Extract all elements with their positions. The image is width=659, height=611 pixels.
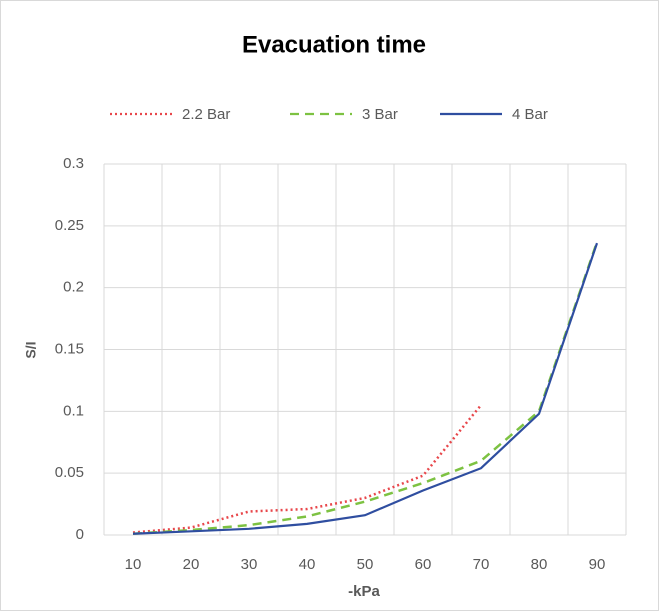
y-tick-label: 0.05 <box>55 464 84 481</box>
legend-label: 2.2 Bar <box>182 106 230 123</box>
y-tick-label: 0.2 <box>63 279 84 296</box>
y-tick-label: 0.25 <box>55 217 84 234</box>
data-line <box>132 241 599 536</box>
x-tick-label: 30 <box>241 556 258 573</box>
x-tick-label: 10 <box>125 556 142 573</box>
y-tick-label: 0.3 <box>63 155 84 172</box>
data-line <box>132 404 482 534</box>
x-tick-label: 70 <box>473 556 490 573</box>
x-tick-label: 20 <box>183 556 200 573</box>
x-tick-label: 60 <box>415 556 432 573</box>
x-axis-label: -kPa <box>348 583 380 600</box>
y-tick-label: 0 <box>76 526 84 543</box>
x-tick-label: 80 <box>531 556 548 573</box>
x-tick-label: 40 <box>299 556 316 573</box>
x-tick-label: 50 <box>357 556 374 573</box>
chart-title: Evacuation time <box>242 31 426 58</box>
y-tick-label: 0.15 <box>55 340 84 357</box>
legend-label: 3 Bar <box>362 106 398 123</box>
x-tick-label: 90 <box>589 556 606 573</box>
data-line <box>132 242 599 535</box>
y-axis-label: S/I <box>23 341 39 358</box>
y-tick-label: 0.1 <box>63 402 84 419</box>
legend-label: 4 Bar <box>512 106 548 123</box>
